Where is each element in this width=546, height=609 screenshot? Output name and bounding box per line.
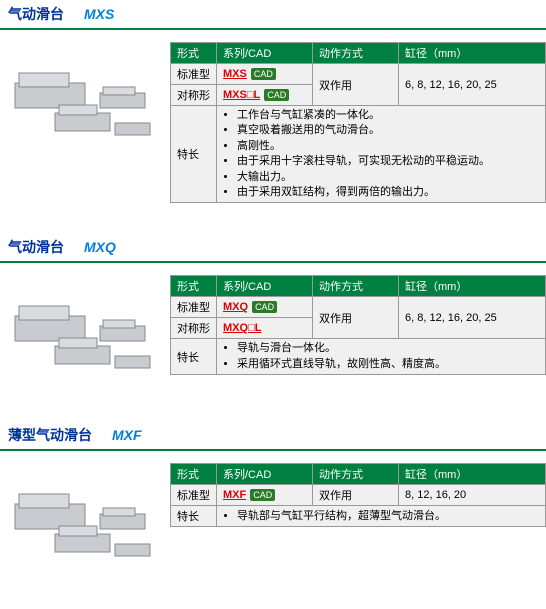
- table-row: 标准型MXQCAD双作用6, 8, 12, 16, 20, 25: [171, 297, 546, 318]
- cell-series: MXS□L CAD: [217, 85, 313, 106]
- cell-action: 双作用: [313, 485, 399, 506]
- feature-item: 工作台与气缸紧凑的一体化。: [237, 108, 539, 123]
- section-title-model: MXF: [112, 427, 142, 443]
- section-mxs: 气动滑台MXS形式系列/CAD动作方式缸径（mm）标准型MXSCAD双作用6, …: [0, 0, 546, 203]
- table-row: 标准型 MXF CAD 双作用8, 12, 16, 20: [171, 485, 546, 506]
- col-bore: 缸径（mm）: [399, 276, 546, 297]
- spec-table: 形式系列/CAD动作方式缸径（mm）标准型MXFCAD双作用8, 12, 16,…: [170, 463, 546, 527]
- cell-type: 对称形: [171, 318, 217, 339]
- feature-item: 由于采用双缸结构，得到两倍的输出力。: [237, 185, 539, 200]
- section-mxf: 薄型气动滑台MXF形式系列/CAD动作方式缸径（mm）标准型MXFCAD双作用8…: [0, 421, 546, 579]
- cell-type: 标准型: [171, 485, 217, 506]
- cad-badge[interactable]: CAD: [264, 89, 289, 101]
- feature-item: 导轨部与气缸平行结构，超薄型气动滑台。: [237, 509, 539, 524]
- feature-row: 特长 导轨部与气缸平行结构，超薄型气动滑台。: [171, 506, 546, 527]
- cell-bore: 6, 8, 12, 16, 20, 25: [399, 297, 546, 339]
- cell-series: MXS CAD: [217, 64, 313, 85]
- col-action: 动作方式: [313, 464, 399, 485]
- table-header-row: 形式系列/CAD动作方式缸径（mm）: [171, 464, 546, 485]
- section-title-cn: 气动滑台: [8, 239, 64, 255]
- feature-item: 高刚性。: [237, 139, 539, 154]
- product-image: [0, 271, 170, 391]
- cell-type: 标准型: [171, 297, 217, 318]
- col-series: 系列/CAD: [217, 276, 313, 297]
- col-bore: 缸径（mm）: [399, 43, 546, 64]
- feature-item: 由于采用十字滚柱导轨，可实现无松动的平稳运动。: [237, 154, 539, 169]
- cell-series: MXQ□L: [217, 318, 313, 339]
- cad-badge[interactable]: CAD: [250, 489, 275, 501]
- col-action: 动作方式: [313, 276, 399, 297]
- section-body: 形式系列/CAD动作方式缸径（mm）标准型MXSCAD双作用6, 8, 12, …: [0, 38, 546, 203]
- feature-item: 采用循环式直线导轨，故刚性高、精度高。: [237, 357, 539, 372]
- section-body: 形式系列/CAD动作方式缸径（mm）标准型MXQCAD双作用6, 8, 12, …: [0, 271, 546, 391]
- section-title-cn: 薄型气动滑台: [8, 427, 92, 443]
- cell-bore: 6, 8, 12, 16, 20, 25: [399, 64, 546, 106]
- cell-action: 双作用: [313, 297, 399, 339]
- spec-table: 形式系列/CAD动作方式缸径（mm）标准型MXQCAD双作用6, 8, 12, …: [170, 275, 546, 375]
- section-title-model: MXS: [84, 6, 114, 22]
- model-link[interactable]: MXS□L: [223, 89, 260, 101]
- col-type: 形式: [171, 464, 217, 485]
- feature-item: 真空吸着搬送用的气动滑台。: [237, 123, 539, 138]
- table-header-row: 形式系列/CAD动作方式缸径（mm）: [171, 276, 546, 297]
- feature-row: 特长工作台与气缸紧凑的一体化。真空吸着搬送用的气动滑台。高刚性。由于采用十字滚柱…: [171, 106, 546, 203]
- product-image: [0, 38, 170, 158]
- feature-list: 工作台与气缸紧凑的一体化。真空吸着搬送用的气动滑台。高刚性。由于采用十字滚柱导轨…: [217, 106, 546, 203]
- model-link[interactable]: MXQ□L: [223, 322, 261, 334]
- feature-list: 导轨部与气缸平行结构，超薄型气动滑台。: [217, 506, 546, 527]
- feature-label: 特长: [171, 106, 217, 203]
- section-title-cn: 气动滑台: [8, 6, 64, 22]
- cell-bore: 8, 12, 16, 20: [399, 485, 546, 506]
- model-link[interactable]: MXF: [223, 489, 246, 501]
- feature-row: 特长导轨与滑台一体化。采用循环式直线导轨，故刚性高、精度高。: [171, 339, 546, 375]
- section-body: 形式系列/CAD动作方式缸径（mm）标准型MXFCAD双作用8, 12, 16,…: [0, 459, 546, 579]
- cad-badge[interactable]: CAD: [252, 301, 277, 313]
- product-image: [0, 459, 170, 579]
- feature-label: 特长: [171, 506, 217, 527]
- col-type: 形式: [171, 276, 217, 297]
- table-header-row: 形式系列/CAD动作方式缸径（mm）: [171, 43, 546, 64]
- model-link[interactable]: MXS: [223, 68, 247, 80]
- cell-type: 对称形: [171, 85, 217, 106]
- model-link[interactable]: MXQ: [223, 301, 248, 313]
- feature-list: 导轨与滑台一体化。采用循环式直线导轨，故刚性高、精度高。: [217, 339, 546, 375]
- spec-table: 形式系列/CAD动作方式缸径（mm）标准型MXSCAD双作用6, 8, 12, …: [170, 42, 546, 203]
- col-action: 动作方式: [313, 43, 399, 64]
- feature-item: 导轨与滑台一体化。: [237, 341, 539, 356]
- col-type: 形式: [171, 43, 217, 64]
- section-header: 气动滑台 MXQ: [0, 233, 546, 263]
- section-header: 薄型气动滑台 MXF: [0, 421, 546, 451]
- section-title-model: MXQ: [84, 239, 116, 255]
- cell-series: MXQ CAD: [217, 297, 313, 318]
- col-series: 系列/CAD: [217, 464, 313, 485]
- cell-action: 双作用: [313, 64, 399, 106]
- col-bore: 缸径（mm）: [399, 464, 546, 485]
- feature-item: 大输出力。: [237, 170, 539, 185]
- col-series: 系列/CAD: [217, 43, 313, 64]
- feature-label: 特长: [171, 339, 217, 375]
- cad-badge[interactable]: CAD: [251, 68, 276, 80]
- section-mxq: 气动滑台MXQ形式系列/CAD动作方式缸径（mm）标准型MXQCAD双作用6, …: [0, 233, 546, 391]
- section-header: 气动滑台 MXS: [0, 0, 546, 30]
- cell-series: MXF CAD: [217, 485, 313, 506]
- cell-type: 标准型: [171, 64, 217, 85]
- table-row: 标准型MXSCAD双作用6, 8, 12, 16, 20, 25: [171, 64, 546, 85]
